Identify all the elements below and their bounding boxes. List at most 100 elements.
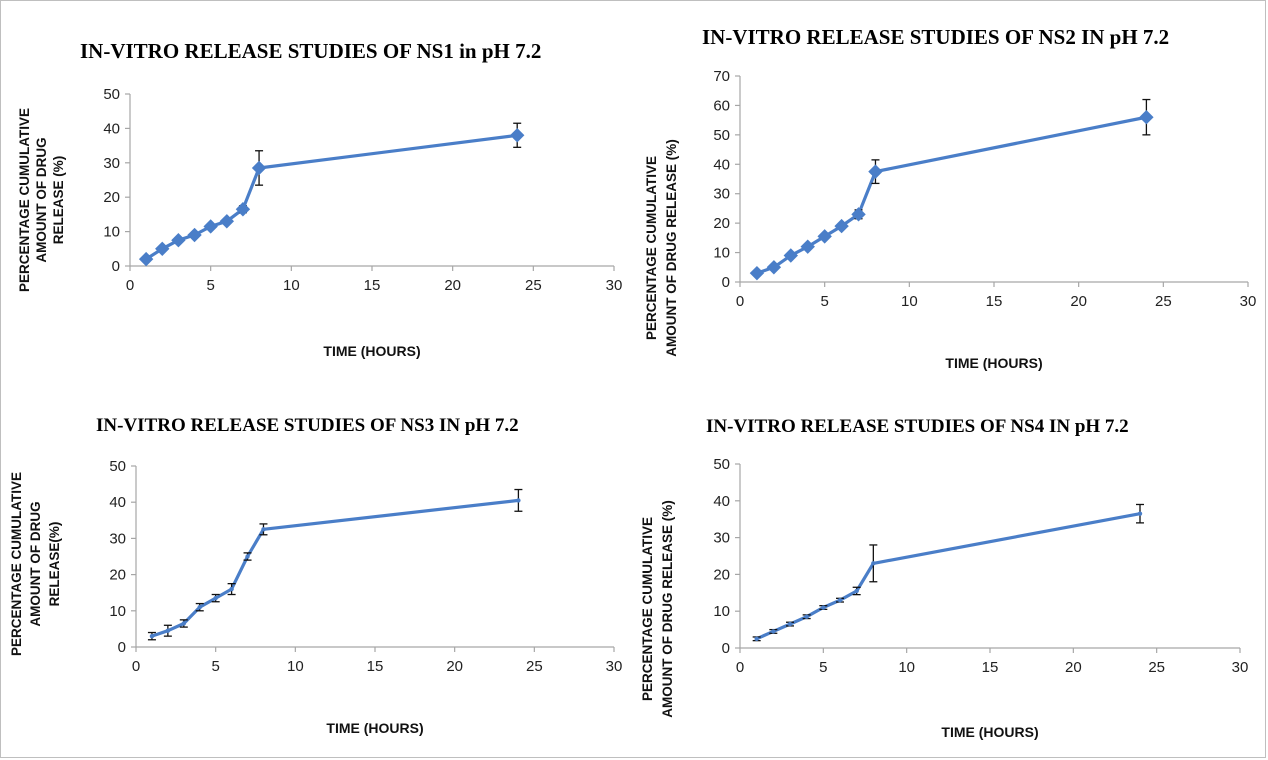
x-axis-label: TIME (HOURS)	[323, 343, 420, 359]
y-tick-label: 40	[109, 494, 126, 511]
y-tick-label: 30	[109, 530, 126, 547]
y-tick-label: 50	[713, 127, 730, 144]
y-tick-label: 20	[109, 567, 126, 584]
data-point	[149, 633, 155, 639]
series-line-ns3	[150, 498, 521, 638]
x-tick-label: 20	[1070, 293, 1087, 310]
chart-ns3: IN-VITRO RELEASE STUDIES OF NS3 IN pH 7.…	[9, 415, 623, 736]
data-point	[821, 605, 826, 610]
y-tick-label: 70	[713, 68, 730, 85]
data-point	[800, 239, 815, 254]
x-tick-label: 0	[132, 658, 140, 675]
y-axis-label: RELEASE (%)	[51, 156, 66, 245]
x-tick-label: 25	[1148, 659, 1165, 676]
data-point	[509, 128, 525, 143]
y-tick-label: 10	[109, 603, 126, 620]
data-point	[817, 229, 832, 244]
y-tick-label: 0	[112, 258, 120, 275]
y-axis-label: PERCENTAGE CUMULATIVE	[9, 472, 24, 656]
y-axis-label: PERCENTAGE CUMULATIVE	[17, 108, 32, 292]
y-tick-label: 30	[713, 186, 730, 203]
x-tick-label: 25	[526, 658, 543, 675]
series-line-ns4	[755, 512, 1142, 641]
data-point	[837, 597, 843, 603]
y-tick-label: 60	[713, 97, 730, 114]
y-tick-label: 0	[118, 639, 126, 656]
y-axis-label: RELEASE(%)	[47, 522, 62, 607]
y-tick-label: 20	[103, 189, 120, 206]
data-point	[804, 614, 809, 619]
x-tick-label: 0	[736, 293, 744, 310]
chart-title: IN-VITRO RELEASE STUDIES OF NS4 IN pH 7.…	[706, 416, 1129, 437]
x-tick-label: 20	[444, 277, 461, 294]
series-line-ns1	[144, 133, 519, 261]
x-tick-label: 30	[1240, 293, 1257, 310]
data-point	[219, 214, 235, 229]
x-tick-label: 20	[446, 658, 463, 675]
y-tick-label: 50	[103, 86, 120, 103]
data-point	[871, 561, 876, 566]
x-tick-label: 15	[986, 293, 1003, 310]
chart-panel-ns3: IN-VITRO RELEASE STUDIES OF NS3 IN pH 7.…	[0, 380, 634, 760]
chart-ns4: IN-VITRO RELEASE STUDIES OF NS4 IN pH 7.…	[640, 416, 1249, 740]
y-tick-label: 50	[109, 458, 126, 475]
data-point	[165, 628, 171, 633]
x-tick-label: 30	[1232, 659, 1249, 676]
x-tick-label: 15	[982, 659, 999, 676]
data-point	[203, 219, 218, 234]
chart-panel-ns1: IN-VITRO RELEASE STUDIES OF NS1 in pH 7.…	[0, 0, 634, 380]
chart-title: IN-VITRO RELEASE STUDIES OF NS3 IN pH 7.…	[96, 415, 519, 436]
chart-panel-ns4: IN-VITRO RELEASE STUDIES OF NS4 IN pH 7.…	[634, 380, 1268, 760]
data-point	[213, 595, 218, 601]
y-axis-label: AMOUNT OF DRUG RELEASE (%)	[660, 500, 675, 718]
data-point	[251, 160, 267, 176]
data-point	[138, 251, 154, 267]
y-axis-label: PERCENTAGE CUMULATIVE	[640, 517, 655, 701]
y-tick-label: 40	[713, 493, 730, 510]
x-tick-label: 10	[287, 658, 304, 675]
data-point	[851, 207, 866, 222]
x-axis-label: TIME (HOURS)	[945, 355, 1042, 371]
x-tick-label: 5	[820, 293, 828, 310]
y-tick-label: 40	[713, 156, 730, 173]
x-tick-label: 20	[1065, 659, 1082, 676]
x-tick-label: 0	[126, 277, 134, 294]
data-point	[229, 586, 234, 592]
data-point	[235, 202, 251, 217]
data-point	[834, 218, 849, 234]
data-point	[766, 260, 782, 275]
chart-title: IN-VITRO RELEASE STUDIES OF NS1 in pH 7.…	[80, 39, 541, 63]
x-tick-label: 5	[206, 277, 214, 294]
y-axis-label: AMOUNT OF DRUG RELEASE (%)	[664, 139, 679, 357]
data-point	[783, 248, 799, 263]
data-point	[1139, 109, 1154, 125]
data-point	[187, 227, 202, 243]
y-tick-label: 0	[722, 640, 730, 657]
data-point	[155, 241, 170, 257]
x-axis-label: TIME (HOURS)	[326, 720, 423, 736]
data-point	[261, 527, 266, 532]
data-point	[771, 629, 776, 634]
y-tick-label: 10	[103, 224, 120, 241]
data-point	[245, 554, 250, 559]
data-point	[171, 232, 186, 248]
y-axis-label: AMOUNT OF DRUG	[34, 137, 49, 262]
data-point	[181, 621, 186, 626]
y-axis-label: AMOUNT OF DRUG	[28, 501, 43, 626]
x-tick-label: 10	[283, 277, 300, 294]
x-tick-label: 10	[901, 293, 918, 310]
x-tick-label: 10	[898, 659, 915, 676]
y-tick-label: 10	[713, 603, 730, 620]
x-axis-label: TIME (HOURS)	[941, 724, 1038, 740]
y-tick-label: 30	[103, 155, 120, 172]
y-tick-label: 20	[713, 566, 730, 583]
y-axis-label: PERCENTAGE CUMULATIVE	[644, 156, 659, 340]
chart-title: IN-VITRO RELEASE STUDIES OF NS2 IN pH 7.…	[702, 25, 1169, 49]
data-point	[516, 498, 521, 503]
chart-ns2: IN-VITRO RELEASE STUDIES OF NS2 IN pH 7.…	[644, 25, 1257, 371]
x-tick-label: 15	[367, 658, 384, 675]
data-point	[787, 621, 793, 627]
x-tick-label: 25	[1155, 293, 1172, 310]
x-tick-label: 30	[606, 658, 623, 675]
